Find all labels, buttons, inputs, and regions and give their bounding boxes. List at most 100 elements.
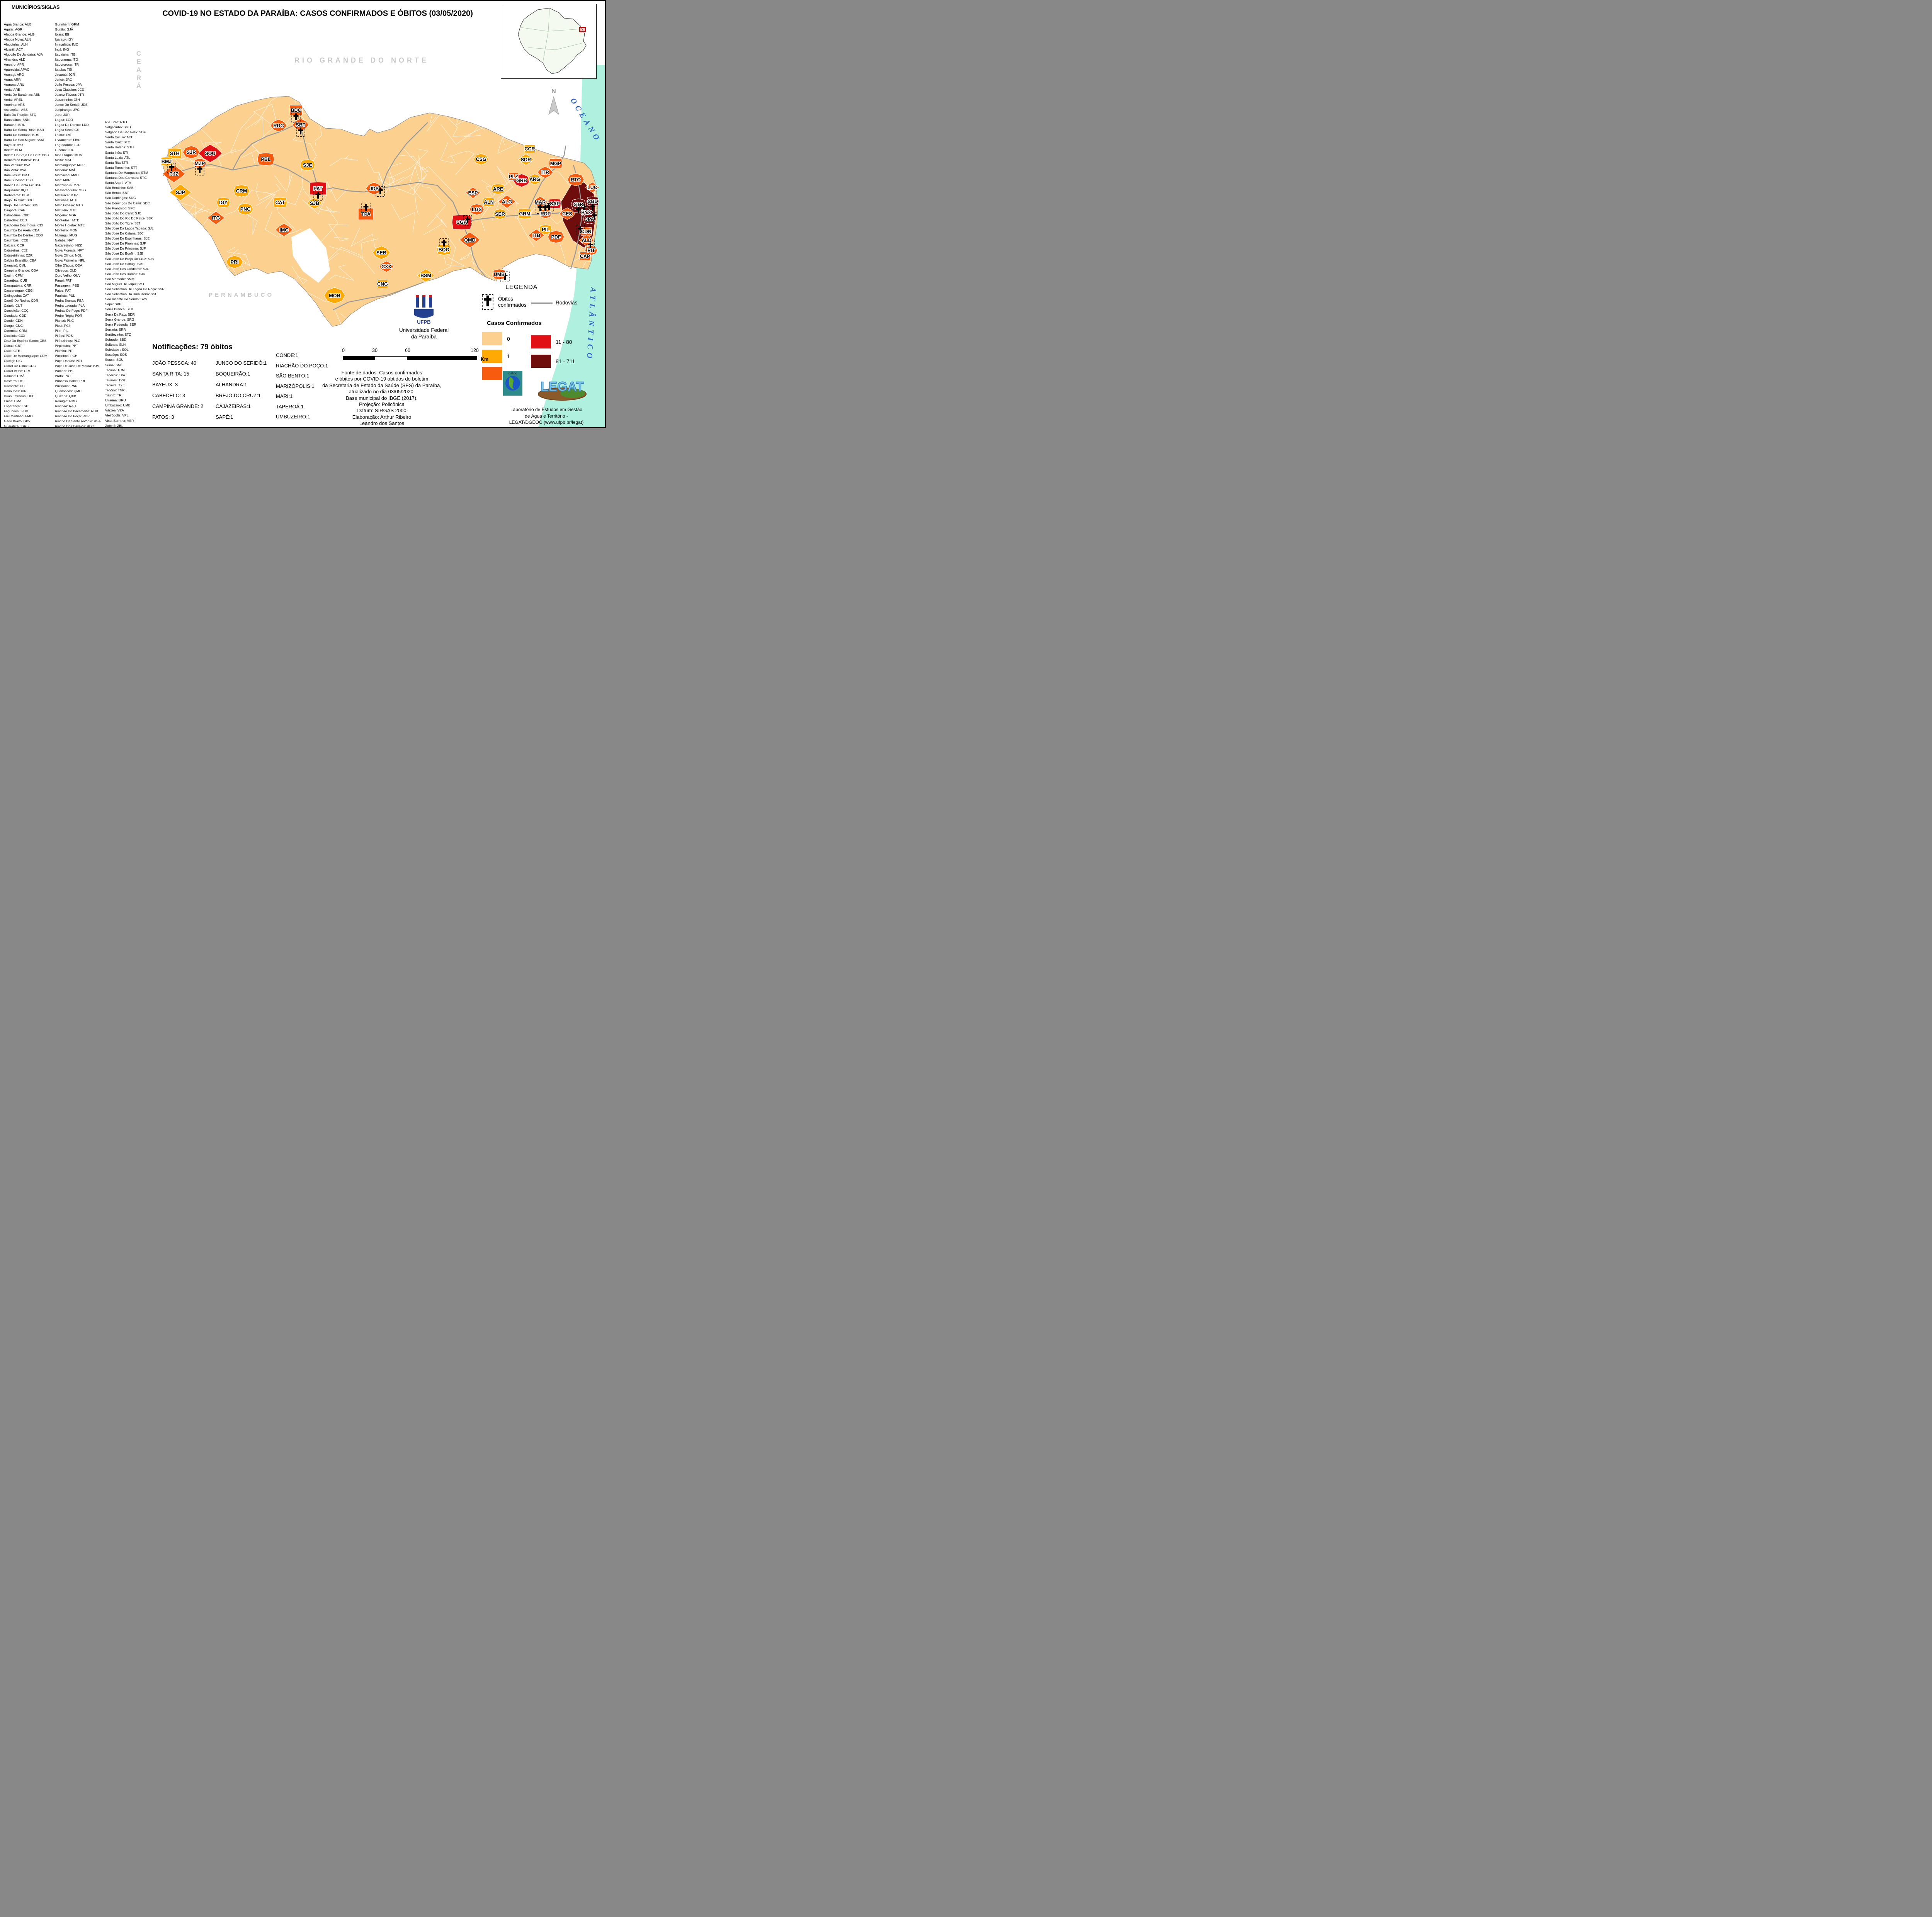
sigla-item: Alagoa Grande: ALG xyxy=(4,32,35,36)
state-bite xyxy=(291,228,330,283)
sigla-item: Catolé Do Rocha: CDR xyxy=(4,299,38,303)
sigla-item: Alcantil: ACT xyxy=(4,48,23,51)
muni-area-sth xyxy=(168,148,182,159)
sigla-item: Nazarezinho: NZZ xyxy=(55,243,82,247)
muni-area-umb xyxy=(492,269,507,280)
muni-label-luc: LUC xyxy=(587,185,597,190)
muni-label-sbt: SBT xyxy=(296,122,306,128)
sigla-item: Santana Dos Garrotes: STG xyxy=(105,176,147,180)
sigla-item: Emas: EMA xyxy=(4,399,22,403)
sigla-item: Carrapateira: CRR xyxy=(4,284,32,287)
death-cross-icon xyxy=(293,113,299,120)
sigla-item: Triunfo: TRI xyxy=(105,393,122,398)
muni-label-cga: CGA xyxy=(456,220,467,225)
sigla-item: Sobrado: SBD xyxy=(105,338,126,342)
source-line: Projeção: Policônica xyxy=(359,401,405,408)
sigla-item: Barra De Santana: BDS xyxy=(4,133,39,137)
sigla-item: Areia De Baraúnas: ABN xyxy=(4,93,41,97)
ufpb-logo: UFPB xyxy=(414,295,434,325)
sigla-item: Livramento: LIVR xyxy=(55,138,81,142)
sigla-item: Brejo Dos Santos: BDS xyxy=(4,203,39,207)
death-cross-box xyxy=(576,224,585,236)
sigla-item: Curral De Cima: CDC xyxy=(4,364,36,368)
notification-item: CABEDELO: 3 xyxy=(152,393,185,398)
sigla-item: Bananeiras: BNN xyxy=(4,118,30,122)
sigla-item: Damião: DMÃ xyxy=(4,374,25,378)
sigla-item: Salgado De São Félix: SDF xyxy=(105,130,146,134)
sigla-item: Riachão Do Bacamarte: RDB xyxy=(55,409,98,413)
muni-label-igy: IGY xyxy=(219,200,228,206)
muni-label-jpa: JPA xyxy=(585,217,594,222)
muni-area-itg xyxy=(207,211,225,225)
sigla-item: São José Dos Cordeiros: SJC xyxy=(105,267,150,271)
sigla-item: São Miguel De Taipu: SMT xyxy=(105,282,145,286)
sigla-item: Serra Da Raiz: SDR xyxy=(105,312,135,316)
death-cross-box xyxy=(439,238,449,249)
muni-label-umb: UMB xyxy=(494,272,505,277)
scale-bar-segment xyxy=(343,356,374,360)
death-cross-box xyxy=(296,126,305,137)
muni-label-pit: PIT xyxy=(587,248,595,253)
sigla-item: Conde: CDN xyxy=(4,319,23,323)
sigla-item: São João Do Cariri: SJC xyxy=(105,211,141,215)
death-cross-icon xyxy=(546,203,552,210)
muni-area-rdc xyxy=(270,119,287,132)
sigla-item: São José De Princesa: SJP xyxy=(105,246,146,251)
muni-label-rto: RTO xyxy=(571,177,581,183)
sigla-item: Pedras De Fogo: PDF xyxy=(55,309,88,313)
notification-item: CAJAZEIRAS:1 xyxy=(216,403,251,409)
muni-area-are xyxy=(491,184,505,194)
ocean-shape xyxy=(538,65,605,427)
muni-label-cap: CAP xyxy=(580,254,590,259)
sigla-item: Imaculada: IMC xyxy=(55,42,78,46)
sigla-item: Curral Velho: CLV xyxy=(4,369,31,373)
legat-logo: LEGAT xyxy=(538,379,587,401)
sigla-item: Queimadas: QMD xyxy=(55,389,82,393)
legend-swatch xyxy=(482,350,502,363)
sigla-item: Natuba: NAT xyxy=(55,238,74,242)
sigla-item: São José Do Sabugi: SJS xyxy=(105,262,143,266)
sigla-item: Paulista: PUL xyxy=(55,294,75,297)
muni-label-seb: SEB xyxy=(376,250,386,256)
sigla-item: Nova Palmeira: NPL xyxy=(55,258,85,262)
road-line xyxy=(381,122,428,189)
scale-tick-label: 0 xyxy=(342,348,345,353)
sigla-item: Princesa Isabel: PRI xyxy=(55,379,85,383)
sigla-item: Santa Inês: STI xyxy=(105,150,128,155)
sigla-item: Juru: JUR xyxy=(55,113,70,117)
muni-label-mon: MON xyxy=(329,293,340,299)
death-cross-box xyxy=(313,190,323,201)
sigla-item: Coremas: CRM xyxy=(4,329,27,333)
muni-area-jds xyxy=(366,182,383,195)
sigla-item: Pilõezinhos: PLZ xyxy=(55,339,80,343)
sigla-item: Poço De José De Moura: PJM xyxy=(55,364,100,368)
muni-area-esp xyxy=(465,187,481,199)
sigla-item: Lucena: LUC xyxy=(55,148,75,152)
sigla-item: Montadas : MTD xyxy=(55,218,80,222)
sigla-item: Conceição: CCÇ xyxy=(4,309,29,313)
muni-area-sdr xyxy=(518,154,534,165)
neighbor-label-ceara: C E A R Á xyxy=(136,50,141,90)
sigla-item: Matinhas: MTH xyxy=(55,198,78,202)
sigla-item: Mulungu: MUG xyxy=(55,233,77,237)
sigla-item: Bom Sucesso: BSC xyxy=(4,178,33,182)
muni-label-pbl: PBL xyxy=(261,157,271,162)
source-line: Base municipal do IBGE (2017). xyxy=(346,395,418,401)
sigla-item: Jericó: JRC xyxy=(55,78,72,82)
sigla-item: Serra Branca: SEB xyxy=(105,307,133,311)
sigla-item: Serraria: SRR xyxy=(105,327,126,331)
muni-label-sjr: SJR xyxy=(187,150,196,155)
sigla-item: Rio Tinto: RTO xyxy=(105,120,127,124)
municipality-list-col3: Rio Tinto: RTO Salgadinho: SGD Salgado De … xyxy=(105,120,165,427)
muni-label-pil: PIL xyxy=(542,227,549,233)
sigla-item: Piancó: PNC xyxy=(55,319,74,323)
notification-item: SÃO BENTO:1 xyxy=(276,373,310,379)
sigla-item: Juarez Távora: JTR xyxy=(55,93,84,97)
sigla-item: Sapé: SAP xyxy=(105,302,122,306)
death-cross-box xyxy=(291,112,301,123)
notification-item: BOQUEIRÃO:1 xyxy=(216,371,250,377)
muni-area-bsm xyxy=(417,269,435,282)
sigla-item: Itatuba: TIB xyxy=(55,68,72,71)
sigla-item: Manaíra: MAÍ xyxy=(55,168,75,172)
muni-area-arg xyxy=(527,173,542,185)
